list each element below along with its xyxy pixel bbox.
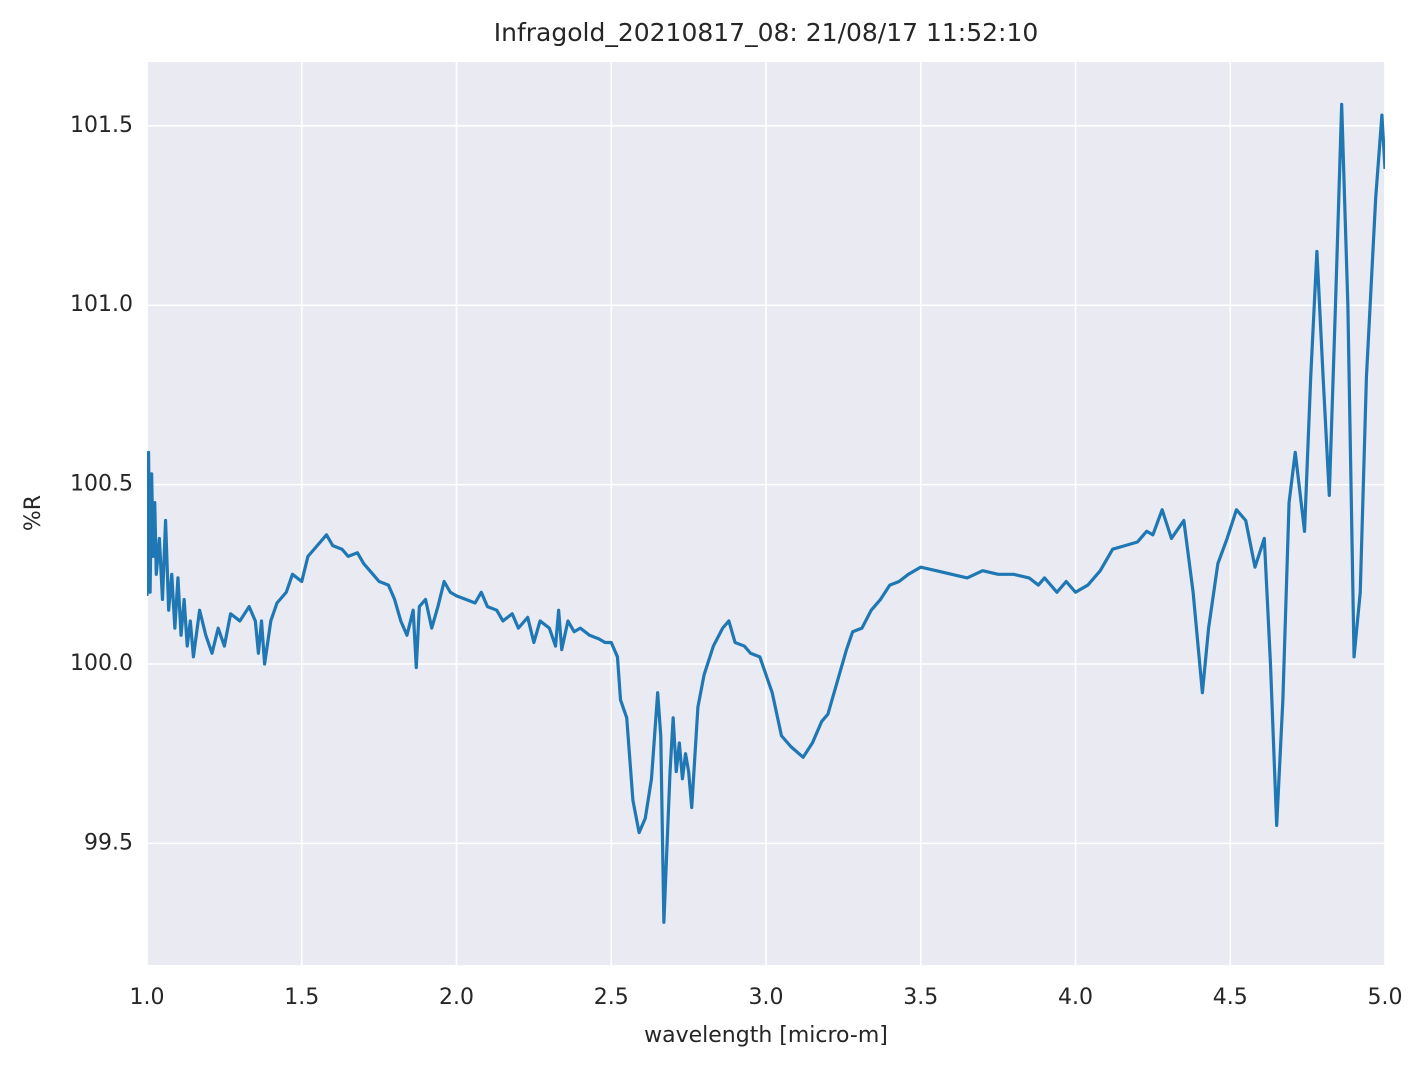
x-tick-label: 2.0 — [439, 985, 474, 1010]
x-axis-label: wavelength [micro-m] — [644, 1023, 888, 1048]
x-tick-label: 4.0 — [1058, 985, 1093, 1010]
data-line — [147, 102, 1385, 924]
x-tick-label: 3.5 — [903, 985, 938, 1010]
y-tick-label: 99.5 — [84, 830, 133, 855]
x-tick-label: 2.5 — [594, 985, 629, 1010]
y-axis-label: %R — [21, 495, 46, 531]
chart-title: Infragold_20210817_08: 21/08/17 11:52:10 — [494, 18, 1039, 47]
x-tick-label: 1.5 — [284, 985, 319, 1010]
y-tick-label: 101.5 — [70, 113, 133, 138]
y-tick-label: 101.0 — [70, 292, 133, 317]
x-tick-label: 1.0 — [130, 985, 165, 1010]
y-tick-label: 100.0 — [70, 651, 133, 676]
x-tick-label: 3.0 — [749, 985, 784, 1010]
y-tick-label: 100.5 — [70, 472, 133, 497]
x-tick-label: 4.5 — [1213, 985, 1248, 1010]
x-tick-label: 5.0 — [1368, 985, 1403, 1010]
